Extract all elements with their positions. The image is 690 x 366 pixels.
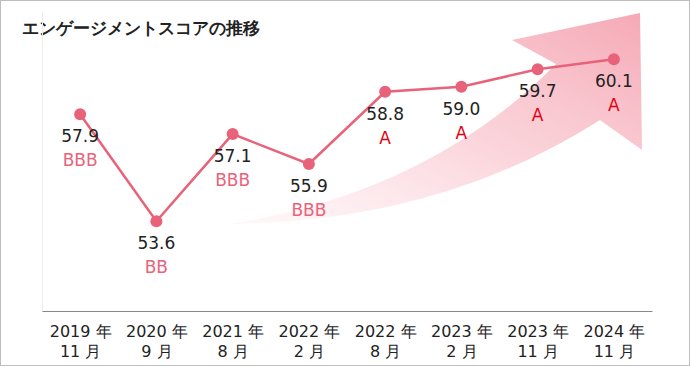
data-label: 53.6 xyxy=(137,233,175,253)
data-label: 57.9 xyxy=(61,126,99,146)
data-label: 60.1 xyxy=(595,71,633,91)
x-tick-label: 2022 年2 月 xyxy=(278,322,340,361)
x-tick: 2023 年2 月 xyxy=(431,311,493,361)
x-tick-label: 2024 年11 月 xyxy=(583,322,645,361)
data-label: 59.7 xyxy=(519,81,557,101)
y-axis-line xyxy=(42,13,43,312)
grade-label: A xyxy=(379,128,391,148)
x-tick-label: 2019 年11 月 xyxy=(50,322,112,361)
x-tick: 2019 年11 月 xyxy=(50,311,112,361)
x-tick: 2023 年11 月 xyxy=(507,311,569,361)
y-axis xyxy=(42,13,43,312)
x-tick: 2022 年2 月 xyxy=(278,311,340,361)
grade-label: BBB xyxy=(291,200,326,220)
x-tick-label: 2022 年8 月 xyxy=(355,322,417,361)
score-line xyxy=(80,59,614,221)
grade-label: BBB xyxy=(63,150,98,170)
score-point xyxy=(150,215,162,227)
score-point xyxy=(532,63,544,75)
score-point xyxy=(74,108,86,120)
grade-label: A xyxy=(456,123,468,143)
score-point xyxy=(608,53,620,65)
x-tick-label: 2021 年8 月 xyxy=(202,322,264,361)
x-tick-label: 2023 年11 月 xyxy=(507,322,569,361)
data-labels: 57.9 BBB 53.6 BB 57.1 BBB 55.9 BBB 58.8 A 59.0 A 59.… xyxy=(61,71,633,277)
chart: エンゲージメントスコアの推移 2019 年11 月 2020 年9 月 2021 年8… xyxy=(0,0,690,366)
x-axis: 2019 年11 月 2020 年9 月 2021 年8 月 2022 年2 月 202… xyxy=(43,311,653,361)
x-tick: 2024 年11 月 xyxy=(583,311,645,361)
title: エンゲージメントスコアの推移 xyxy=(22,18,260,38)
score-point xyxy=(227,128,239,140)
data-label: 58.8 xyxy=(366,104,404,124)
decorative-arrow xyxy=(230,13,642,224)
grade-label: A xyxy=(608,95,620,115)
data-label: 55.9 xyxy=(290,176,328,196)
frame xyxy=(1,1,690,366)
score-point xyxy=(455,81,467,93)
x-axis-line xyxy=(43,311,653,312)
grade-label: A xyxy=(532,105,544,125)
x-tick-label: 2023 年2 月 xyxy=(431,322,493,361)
x-tick-label: 2020 年9 月 xyxy=(126,322,188,361)
data-label: 57.1 xyxy=(214,146,252,166)
score-point xyxy=(379,86,391,98)
score-point xyxy=(303,158,315,170)
x-tick: 2021 年8 月 xyxy=(202,311,264,361)
grade-label: BB xyxy=(145,257,168,277)
x-tick: 2022 年8 月 xyxy=(355,311,417,361)
plot-marks xyxy=(74,53,620,227)
grade-label: BBB xyxy=(215,170,250,190)
data-label: 59.0 xyxy=(442,99,480,119)
x-tick: 2020 年9 月 xyxy=(126,311,188,361)
